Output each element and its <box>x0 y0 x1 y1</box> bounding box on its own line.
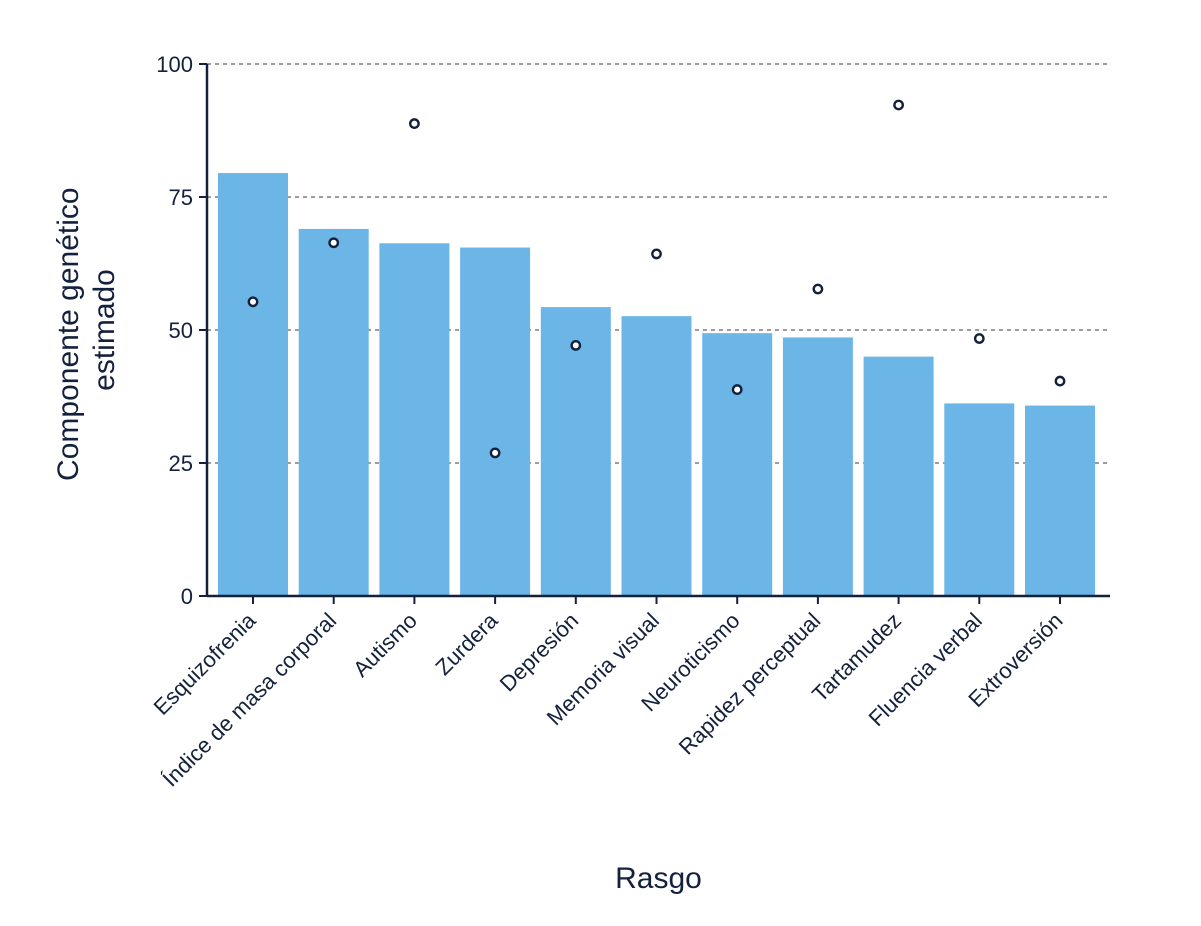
bar <box>863 356 934 596</box>
point-marker <box>812 283 824 295</box>
point-marker <box>973 333 985 344</box>
bar <box>621 316 692 596</box>
bar <box>944 403 1015 596</box>
bar <box>540 307 611 596</box>
point-marker <box>328 237 340 249</box>
x-tick-label: Autismo <box>348 608 422 682</box>
point-marker <box>247 296 259 308</box>
axis-titles: Rasgo Componente genético estimado <box>52 179 702 895</box>
bars <box>218 173 1095 597</box>
y-tick-label: 0 <box>181 584 193 609</box>
bar <box>379 243 450 596</box>
y-tick-label: 75 <box>169 185 193 210</box>
bar <box>218 173 288 596</box>
point-marker <box>651 248 662 260</box>
point-marker <box>408 118 420 129</box>
bar <box>782 337 853 596</box>
y-axis-title-line-1: Componente genético <box>52 187 85 481</box>
bar <box>702 333 773 596</box>
bar <box>460 247 531 597</box>
point-marker <box>731 384 743 395</box>
bar <box>298 228 369 597</box>
bar <box>1025 405 1095 596</box>
x-tick-label: Zurdera <box>430 607 503 680</box>
point-marker <box>1054 375 1066 387</box>
y-tick-label: 100 <box>156 52 193 77</box>
point-marker <box>570 340 582 351</box>
y-tick-label: 25 <box>169 451 193 476</box>
point-marker <box>489 447 501 459</box>
y-axis-title-line-2: estimado <box>88 269 121 391</box>
point-marker <box>893 99 904 111</box>
point-markers <box>247 99 1066 459</box>
y-tick-label: 50 <box>169 318 193 343</box>
x-axis-title: Rasgo <box>615 862 702 895</box>
x-tick-label: Rapidez perceptual <box>674 608 826 760</box>
y-axis-title: Componente genético estimado <box>52 179 121 481</box>
y-ticks: 0 25 50 75 100 <box>156 52 207 609</box>
